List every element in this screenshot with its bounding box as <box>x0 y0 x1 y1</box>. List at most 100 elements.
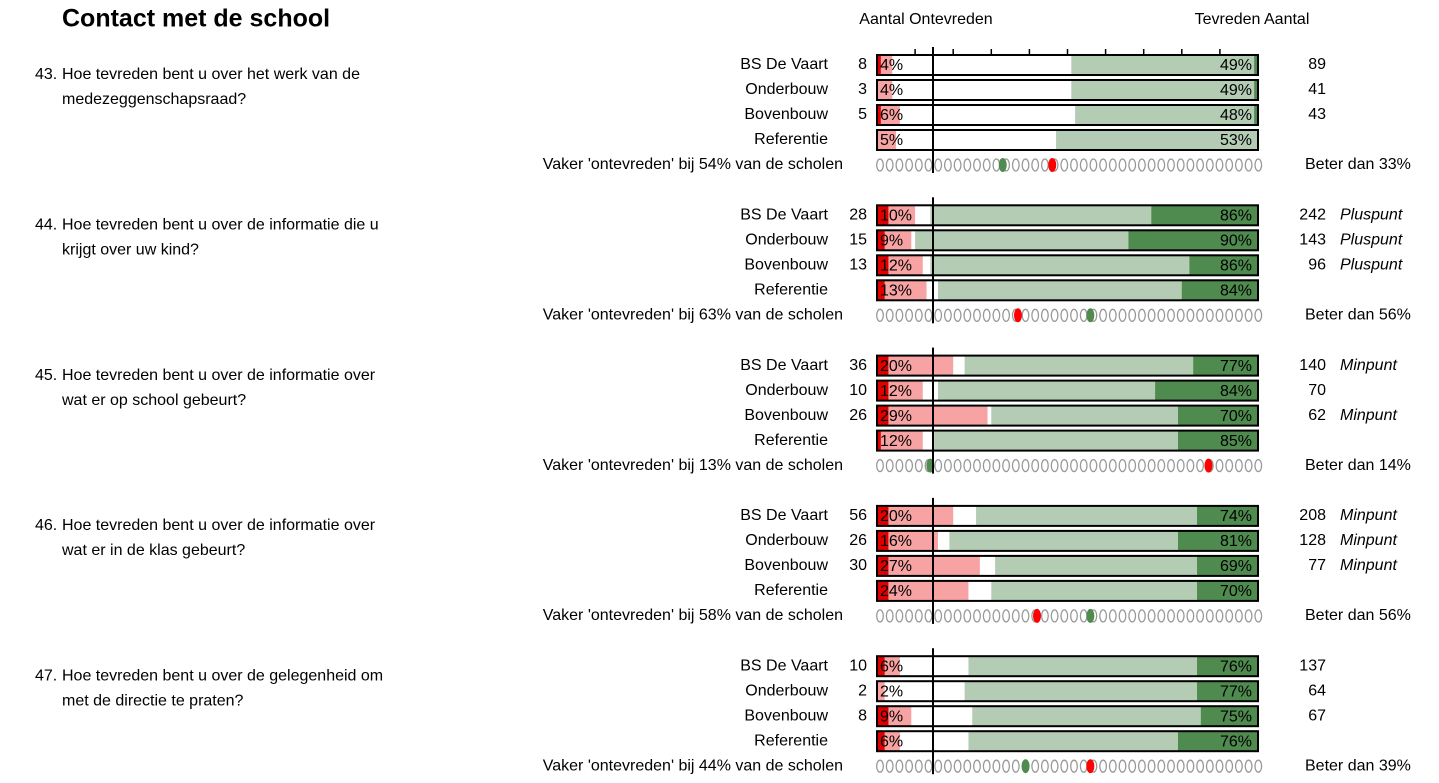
question-text: Hoe tevreden bent u over het werk van de <box>62 66 360 83</box>
bar-frame <box>876 429 1259 452</box>
scale-dot <box>1079 458 1088 473</box>
scale-dot <box>1099 458 1108 473</box>
scale-dot <box>905 458 914 473</box>
count-left: 56 <box>849 507 867 524</box>
bar-dissatisfied <box>877 580 969 601</box>
scale-dot <box>1186 759 1195 773</box>
scale-dot <box>1060 458 1069 473</box>
bar-very-satisfied <box>1155 380 1258 401</box>
scale-dot <box>1099 759 1108 773</box>
dis-label: 10% <box>880 208 912 225</box>
scale-dot <box>885 458 894 473</box>
scale-dot <box>1021 458 1030 473</box>
count-left: 8 <box>858 707 867 724</box>
bar-frame <box>876 404 1259 427</box>
scale-dot <box>934 609 943 623</box>
scale-dot <box>876 158 884 172</box>
count-left: 13 <box>849 257 867 274</box>
scale-dot <box>1234 759 1243 773</box>
note: Pluspunt <box>1340 207 1403 224</box>
scale-dot <box>1050 308 1059 322</box>
beter-label: Beter dan 56% <box>1305 307 1411 324</box>
scale-dot <box>1108 158 1117 172</box>
scale-dot <box>1002 458 1011 473</box>
scale-dot <box>992 609 1001 623</box>
bar-dissatisfied <box>877 505 954 526</box>
red-dot <box>1033 608 1042 623</box>
scale-dot <box>982 458 991 473</box>
scale-dot <box>943 609 952 623</box>
bar-frame <box>876 104 1259 126</box>
bar-dissatisfied <box>877 230 912 251</box>
count-right: 140 <box>1299 357 1326 374</box>
bar-very-satisfied <box>1177 731 1258 752</box>
scale-dot <box>1225 759 1234 773</box>
scale-dot <box>885 759 894 773</box>
bar-satisfied <box>1075 105 1258 125</box>
scale-dot <box>1186 458 1195 473</box>
scale-dot <box>1244 609 1253 623</box>
sat-label: 84% <box>1220 283 1252 300</box>
bar-frame <box>876 204 1259 227</box>
note: Minpunt <box>1340 532 1397 549</box>
green-dot <box>1086 608 1095 623</box>
scale-dot <box>1108 458 1117 473</box>
red-dot <box>1013 308 1022 323</box>
dis-label: 13% <box>880 283 912 300</box>
scale-dot <box>1128 759 1137 773</box>
scale-dot <box>914 609 923 623</box>
scale-dot <box>1070 458 1078 473</box>
scale-dot <box>1244 308 1253 322</box>
sat-label: 84% <box>1220 383 1252 400</box>
group-label: Referentie <box>754 582 828 599</box>
bar-frame <box>876 129 1259 151</box>
group-label: Bovenbouw <box>744 557 828 574</box>
bar-very-dissatisfied <box>877 380 889 401</box>
bar-satisfied <box>934 430 1258 451</box>
sat-label: 53% <box>1220 132 1252 149</box>
scale-dot <box>1040 458 1049 473</box>
question-text: krijgt over uw kind? <box>62 242 199 259</box>
scale-dot <box>1176 158 1185 172</box>
bar-dissatisfied <box>877 130 897 150</box>
note: Minpunt <box>1340 407 1397 424</box>
scale-dot <box>963 158 972 172</box>
dis-label: 27% <box>880 558 912 575</box>
scale-dot <box>1070 308 1078 322</box>
scale-dot <box>914 458 923 473</box>
scale-dot <box>895 759 904 773</box>
bar-dissatisfied <box>877 530 938 551</box>
scale-dot <box>1147 609 1156 623</box>
scale-dot <box>1186 308 1195 322</box>
scale-dot <box>1167 458 1175 473</box>
scale-dot <box>1254 609 1263 623</box>
scale-dot <box>963 308 972 322</box>
scale-dot <box>1050 759 1059 773</box>
bar-frame <box>876 705 1259 728</box>
scale-dot <box>992 158 1001 172</box>
bar-frame <box>876 504 1259 527</box>
scale-dot <box>953 759 962 773</box>
scale-dot <box>934 158 943 172</box>
scale-dot <box>982 759 991 773</box>
question-number: 47. <box>35 667 57 684</box>
question-text: Hoe tevreden bent u over de informatie d… <box>62 217 379 234</box>
scale-dot <box>905 158 914 172</box>
bar-very-satisfied <box>1200 706 1258 727</box>
count-left: 26 <box>849 407 867 424</box>
scale-dot <box>1108 308 1117 322</box>
dis-label: 20% <box>880 508 912 525</box>
bar-very-dissatisfied <box>877 656 885 677</box>
bar-very-dissatisfied <box>877 505 889 526</box>
scale-dot <box>1137 609 1146 623</box>
scale-dot <box>1225 308 1234 322</box>
green-dot <box>998 158 1007 172</box>
bar-very-dissatisfied <box>877 205 889 226</box>
bar-dissatisfied <box>877 80 893 100</box>
count-left: 28 <box>849 207 867 224</box>
dis-label: 12% <box>880 383 912 400</box>
count-right: 70 <box>1308 382 1326 399</box>
question-number: 46. <box>35 517 57 534</box>
bar-very-satisfied <box>1177 405 1258 426</box>
scale-dot <box>1128 458 1137 473</box>
